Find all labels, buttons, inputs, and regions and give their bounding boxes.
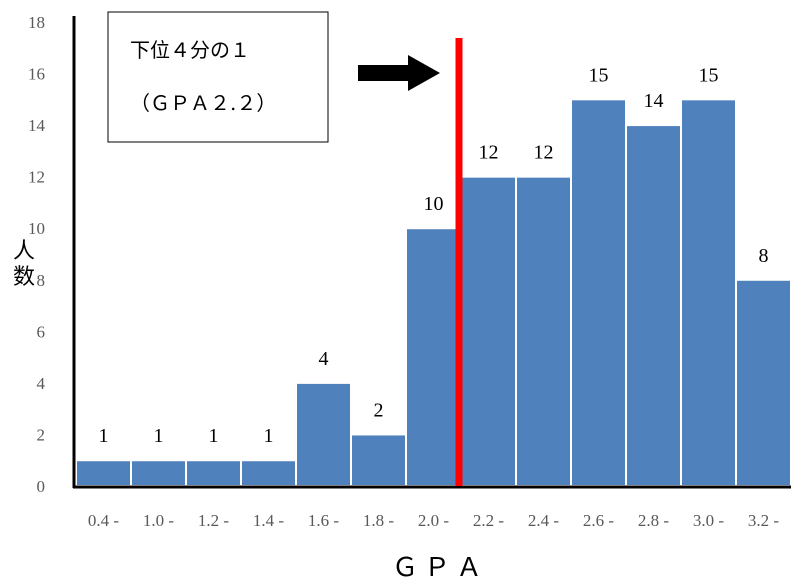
data-label: 14 — [644, 90, 664, 112]
data-label: 1 — [154, 425, 164, 447]
bar — [130, 459, 187, 488]
y-tick-label: 18 — [28, 13, 45, 32]
y-tick-label: 6 — [37, 322, 46, 341]
x-tick-label: 2.2 - — [473, 511, 505, 530]
data-label: 12 — [534, 142, 554, 164]
bar — [735, 278, 791, 487]
x-tick-label: 3.2 - — [748, 511, 780, 530]
annotation-line-1: 下位４分の１ — [130, 38, 250, 62]
x-tick-label: 2.0 - — [418, 511, 450, 530]
bar — [570, 98, 627, 487]
y-tick-label: 2 — [37, 425, 46, 444]
bar — [460, 175, 517, 488]
y-axis-label-2: 数 — [13, 265, 35, 290]
data-label: 1 — [209, 425, 219, 447]
y-tick-label: 12 — [28, 168, 45, 187]
x-tick-label: 1.0 - — [143, 511, 175, 530]
x-tick-label: 3.0 - — [693, 511, 725, 530]
data-label: 1 — [264, 425, 274, 447]
data-label: 4 — [319, 348, 329, 370]
x-tick-label: 0.4 - — [88, 511, 120, 530]
x-tick-label: 1.2 - — [198, 511, 230, 530]
bar — [185, 459, 242, 488]
data-label: 1 — [99, 425, 109, 447]
bar — [240, 459, 297, 488]
y-tick-label: 10 — [28, 219, 45, 238]
x-tick-label: 1.6 - — [308, 511, 340, 530]
data-label: 12 — [479, 142, 499, 164]
annotation-box — [107, 11, 329, 143]
bars — [75, 98, 791, 488]
y-tick-label: 4 — [37, 374, 46, 393]
data-label: 8 — [759, 245, 769, 267]
annotation-line-2: （ＧＰＡ２.２） — [130, 91, 276, 115]
x-tick-label: 2.4 - — [528, 511, 560, 530]
y-tick-label: 16 — [28, 65, 45, 84]
bar — [625, 124, 682, 487]
bar — [75, 459, 132, 488]
y-tick-label: 8 — [37, 271, 46, 290]
x-tick-label: 1.8 - — [363, 511, 395, 530]
y-axis-label-1: 人 — [13, 239, 35, 264]
bar — [295, 381, 352, 487]
y-tick-label: 14 — [28, 116, 46, 135]
y-axis-ticks: 0 2 4 6 8 10 12 14 16 18 — [28, 13, 46, 496]
bar — [515, 175, 572, 488]
x-tick-label: 2.8 - — [638, 511, 670, 530]
x-axis-ticks: 0.4 - 1.0 - 1.2 - 1.4 - 1.6 - 1.8 - 2.0 - 2.2 -… — [88, 511, 780, 530]
x-axis-label: ＧＰＡ — [392, 553, 488, 583]
arrow-right-icon — [358, 55, 440, 91]
data-label: 15 — [589, 64, 609, 86]
y-tick-label: 0 — [37, 477, 46, 496]
bar — [350, 433, 407, 488]
bar — [405, 227, 462, 487]
x-tick-label: 1.4 - — [253, 511, 285, 530]
bar — [680, 98, 737, 487]
data-label: 10 — [424, 193, 444, 215]
data-label: 2 — [374, 399, 384, 421]
data-label: 15 — [699, 64, 719, 86]
x-tick-label: 2.6 - — [583, 511, 615, 530]
